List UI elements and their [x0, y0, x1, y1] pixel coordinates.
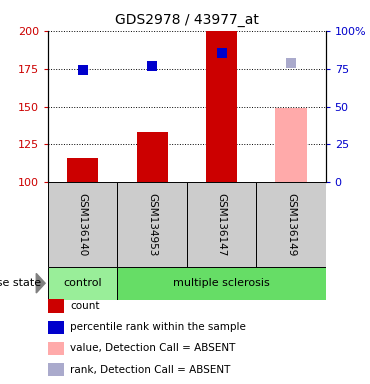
Text: GSM134953: GSM134953: [147, 193, 157, 257]
Text: value, Detection Call = ABSENT: value, Detection Call = ABSENT: [70, 343, 235, 354]
Text: count: count: [70, 301, 100, 311]
Text: disease state: disease state: [0, 278, 44, 288]
Text: GSM136149: GSM136149: [286, 193, 296, 257]
Text: GSM136147: GSM136147: [216, 193, 226, 257]
Text: control: control: [64, 278, 102, 288]
Text: GSM136140: GSM136140: [78, 193, 88, 256]
Bar: [48, 321, 64, 334]
Point: [288, 60, 294, 66]
Bar: [48, 182, 118, 267]
Bar: [67, 158, 98, 182]
Text: percentile rank within the sample: percentile rank within the sample: [70, 322, 246, 333]
Bar: [48, 267, 118, 300]
Text: rank, Detection Call = ABSENT: rank, Detection Call = ABSENT: [70, 364, 231, 375]
Point: [219, 50, 225, 56]
Bar: [48, 300, 64, 313]
Point: [80, 67, 86, 73]
Bar: [137, 132, 168, 182]
Polygon shape: [36, 273, 45, 293]
Bar: [48, 363, 64, 376]
Bar: [275, 108, 306, 182]
Bar: [187, 182, 256, 267]
Bar: [256, 182, 326, 267]
Text: multiple sclerosis: multiple sclerosis: [173, 278, 270, 288]
Bar: [206, 31, 237, 182]
Point: [149, 63, 155, 69]
Bar: [118, 267, 326, 300]
Bar: [48, 342, 64, 355]
Title: GDS2978 / 43977_at: GDS2978 / 43977_at: [115, 13, 259, 27]
Bar: [118, 182, 187, 267]
